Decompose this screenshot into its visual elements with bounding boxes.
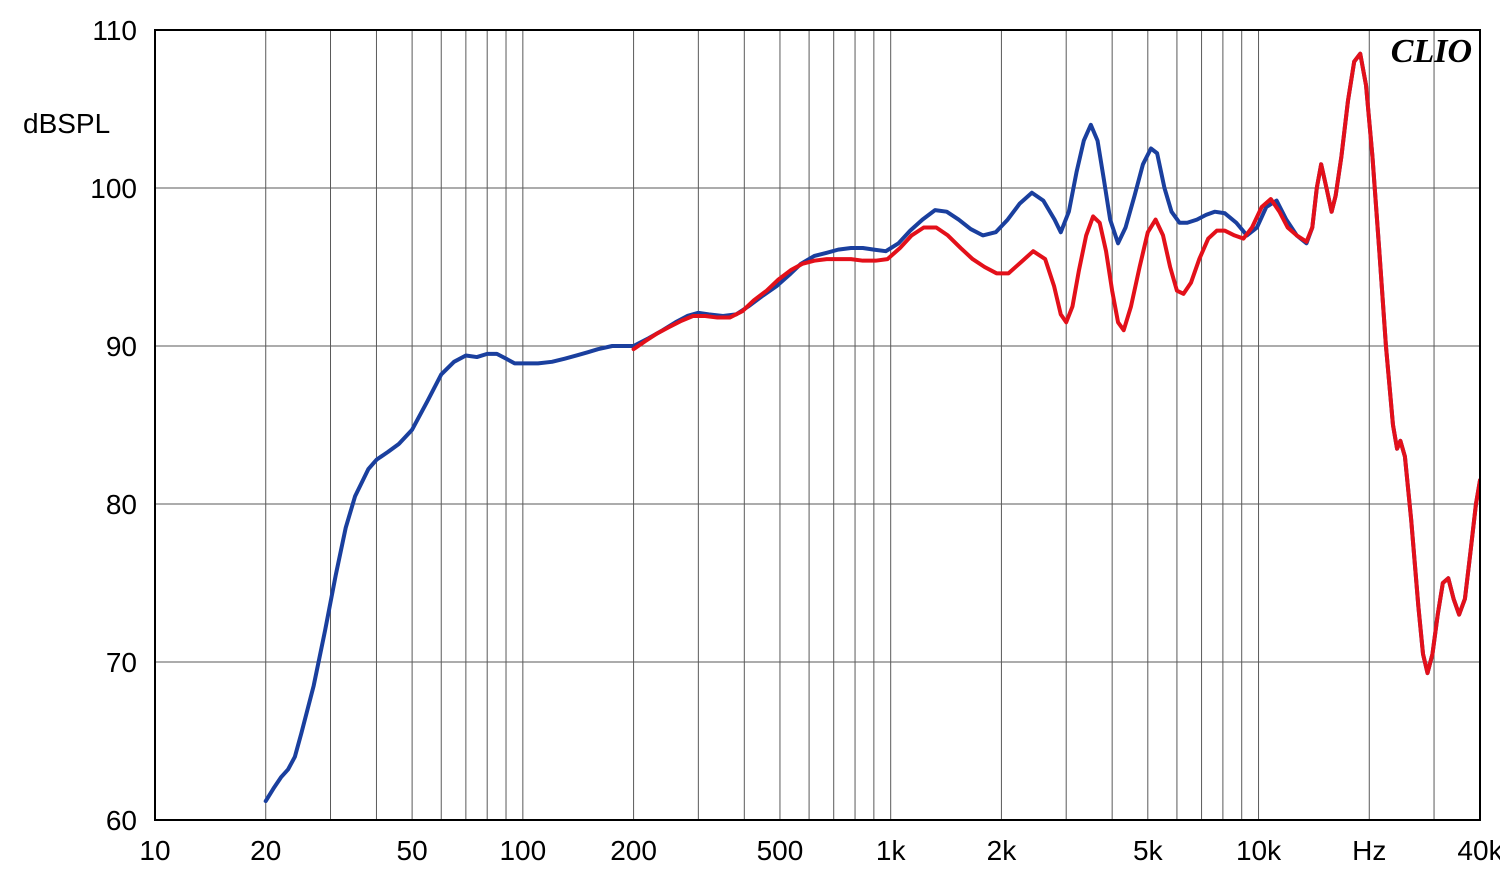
x-tick-label: 100 <box>499 835 546 866</box>
x-tick-label: 2k <box>987 835 1018 866</box>
y-tick-label: 90 <box>106 331 137 362</box>
x-tick-label: 50 <box>397 835 428 866</box>
x-tick-label: Hz <box>1352 835 1386 866</box>
x-tick-label: 40k <box>1457 835 1500 866</box>
frequency-response-chart: 60 70 80 90 100 110 dBSPL 10 20 50 100 200 500 1k 2k 5k… <box>0 0 1500 890</box>
x-tick-label: 10 <box>139 835 170 866</box>
clio-watermark: CLIO <box>1391 33 1472 70</box>
y-tick-label: 80 <box>106 489 137 520</box>
y-tick-label: 70 <box>106 647 137 678</box>
x-tick-label: 10k <box>1236 835 1282 866</box>
x-tick-label: 200 <box>610 835 657 866</box>
plot-background <box>155 30 1480 820</box>
x-tick-label: 500 <box>757 835 804 866</box>
chart-svg: 60 70 80 90 100 110 dBSPL 10 20 50 100 200 500 1k 2k 5k… <box>0 0 1500 890</box>
x-tick-label: 20 <box>250 835 281 866</box>
x-tick-label: 5k <box>1133 835 1164 866</box>
x-tick-label: 1k <box>876 835 907 866</box>
y-tick-label: 100 <box>90 173 137 204</box>
y-tick-label: 60 <box>106 805 137 836</box>
y-tick-label: 110 <box>92 15 137 46</box>
y-axis-label: dBSPL <box>23 108 110 139</box>
